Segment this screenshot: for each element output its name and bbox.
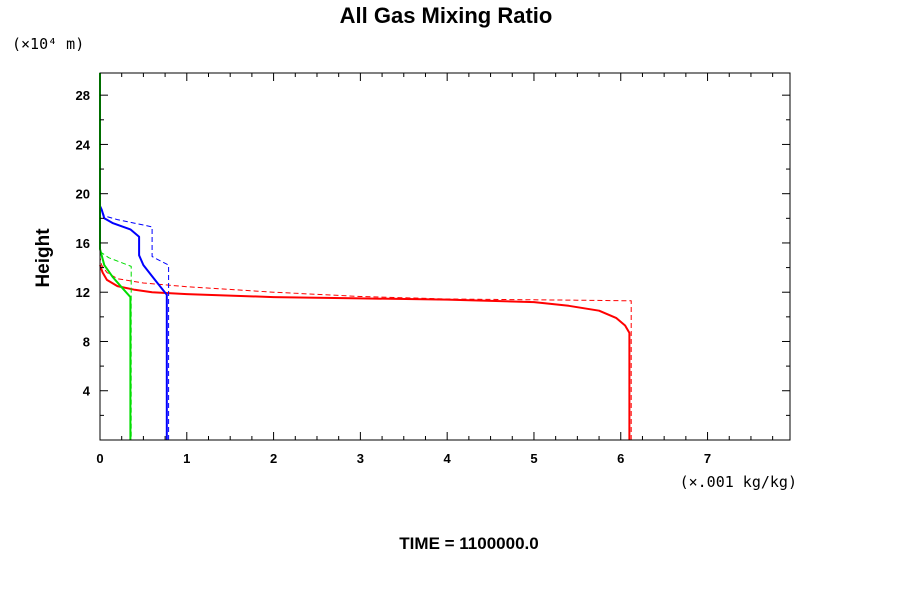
series-line-1-dashed — [99, 257, 632, 440]
y-tick-label: 28 — [76, 88, 90, 103]
plot-frame — [99, 72, 791, 441]
x-tick-label: 0 — [96, 451, 103, 466]
y-tick-label: 20 — [76, 187, 90, 202]
series-layer — [99, 73, 632, 440]
series-line-3-dashed — [99, 205, 170, 440]
y-tick-label: 12 — [76, 285, 90, 300]
y-tick-label: 4 — [83, 384, 91, 399]
x-tick-label: 2 — [270, 451, 277, 466]
y-tick-label: 24 — [76, 137, 91, 152]
x-tick-label: 3 — [357, 451, 364, 466]
series-line-0-solid — [99, 264, 631, 440]
series-line-4-solid — [99, 73, 132, 440]
x-tick-label: 1 — [183, 451, 190, 466]
y-unit-label: (×10⁴ m) — [12, 35, 84, 53]
y-axis-label: Height — [33, 228, 54, 288]
y-tick-label: 8 — [83, 334, 90, 349]
time-label: TIME = 1100000.0 — [399, 534, 538, 553]
x-tick-label: 7 — [704, 451, 711, 466]
series-line-2-solid — [99, 205, 168, 440]
series-line-5-dashed — [99, 251, 132, 440]
chart-title: All Gas Mixing Ratio — [340, 3, 553, 28]
y-tick-label: 16 — [76, 236, 90, 251]
x-unit-label: (×.001 kg/kg) — [680, 473, 797, 491]
x-tick-label: 5 — [530, 451, 537, 466]
x-tick-label: 4 — [444, 451, 452, 466]
x-tick-label: 6 — [617, 451, 624, 466]
